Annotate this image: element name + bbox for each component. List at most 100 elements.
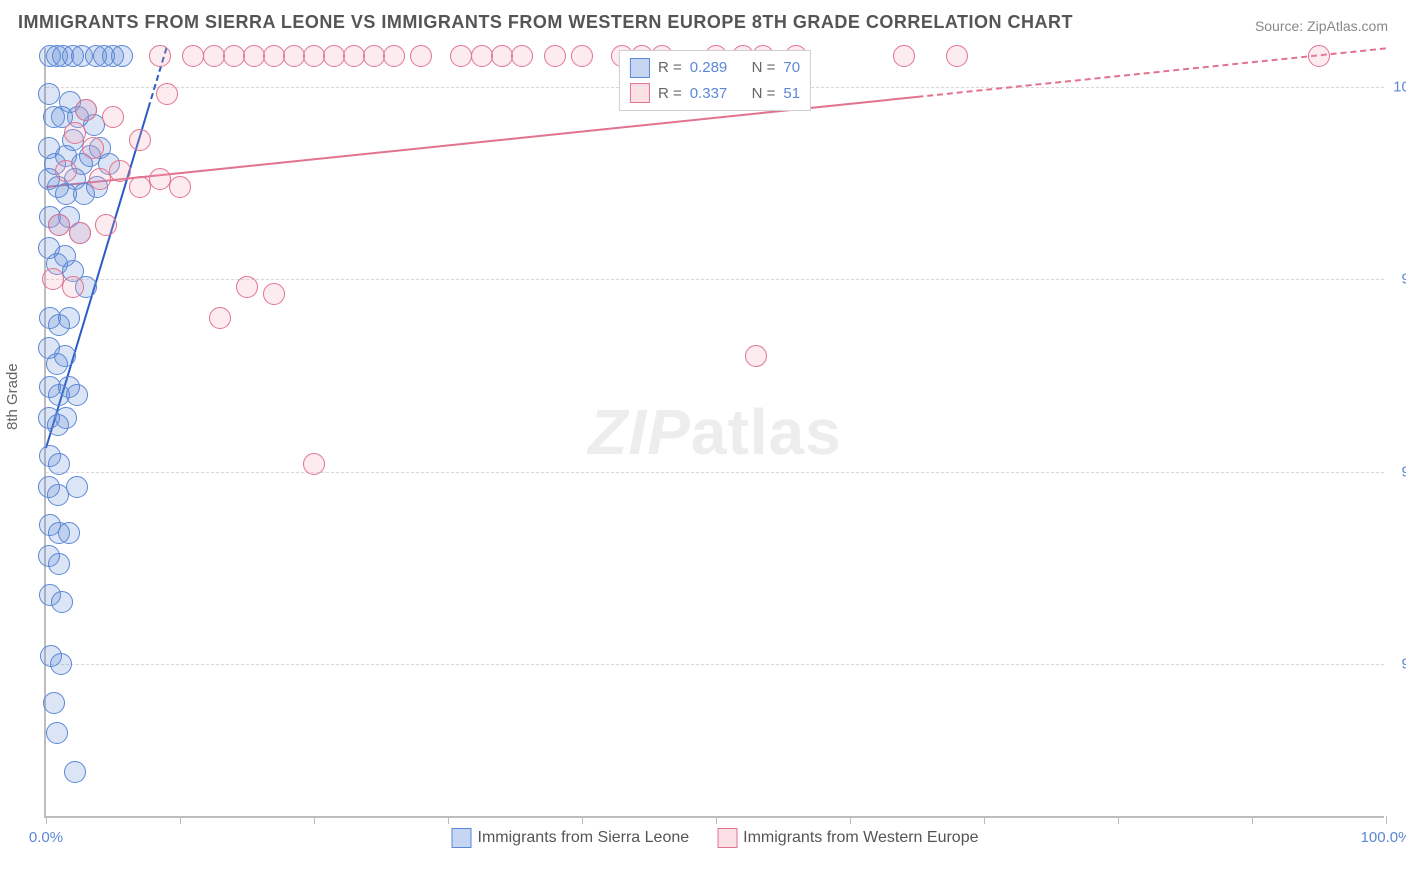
x-tick bbox=[984, 816, 985, 824]
data-point-weurope bbox=[182, 45, 204, 67]
data-point-sierra bbox=[58, 307, 80, 329]
data-point-weurope bbox=[82, 137, 104, 159]
data-point-weurope bbox=[263, 283, 285, 305]
data-point-weurope bbox=[89, 168, 111, 190]
data-point-sierra bbox=[48, 553, 70, 575]
source-attribution: Source: ZipAtlas.com bbox=[1255, 18, 1388, 34]
data-point-sierra bbox=[58, 522, 80, 544]
data-point-weurope bbox=[42, 268, 64, 290]
data-point-weurope bbox=[69, 222, 91, 244]
legend-N-value-weurope: 51 bbox=[783, 81, 800, 107]
source-link[interactable]: ZipAtlas.com bbox=[1307, 18, 1388, 34]
x-tick-label: 100.0% bbox=[1361, 829, 1406, 846]
data-point-sierra bbox=[43, 692, 65, 714]
data-point-weurope bbox=[263, 45, 285, 67]
data-point-sierra bbox=[55, 407, 77, 429]
x-tick-label: 0.0% bbox=[29, 829, 63, 846]
data-point-weurope bbox=[223, 45, 245, 67]
x-tick bbox=[448, 816, 449, 824]
data-point-weurope bbox=[303, 453, 325, 475]
x-tick bbox=[180, 816, 181, 824]
legend-R-value-sierra: 0.289 bbox=[690, 55, 728, 81]
data-point-weurope bbox=[363, 45, 385, 67]
data-point-weurope bbox=[236, 276, 258, 298]
data-point-weurope bbox=[149, 168, 171, 190]
legend-item-sierra: Immigrants from Sierra Leone bbox=[452, 828, 690, 848]
legend-N-label: N = bbox=[752, 55, 776, 81]
data-point-weurope bbox=[283, 45, 305, 67]
data-point-sierra bbox=[54, 345, 76, 367]
watermark: ZIPatlas bbox=[588, 395, 841, 469]
data-point-sierra bbox=[111, 45, 133, 67]
y-axis-label: 8th Grade bbox=[4, 363, 21, 430]
y-tick-label: 95.0% bbox=[1390, 463, 1406, 480]
legend-R-label: R = bbox=[658, 81, 682, 107]
data-point-weurope bbox=[410, 45, 432, 67]
data-point-weurope bbox=[491, 45, 513, 67]
data-point-weurope bbox=[55, 160, 77, 182]
legend-swatch-weurope bbox=[717, 828, 737, 848]
data-point-sierra bbox=[51, 591, 73, 613]
x-tick bbox=[582, 816, 583, 824]
chart-title: IMMIGRANTS FROM SIERRA LEONE VS IMMIGRAN… bbox=[18, 12, 1073, 33]
data-point-weurope bbox=[343, 45, 365, 67]
legend-N-value-sierra: 70 bbox=[783, 55, 800, 81]
legend-stats-box: R =0.289 N = 70R = 0.337 N = 51 bbox=[619, 50, 811, 111]
data-point-weurope bbox=[149, 45, 171, 67]
data-point-sierra bbox=[48, 453, 70, 475]
gridline-h bbox=[46, 664, 1384, 665]
data-point-weurope bbox=[48, 214, 70, 236]
x-tick bbox=[716, 816, 717, 824]
data-point-weurope bbox=[203, 45, 225, 67]
source-prefix: Source: bbox=[1255, 18, 1307, 34]
data-point-weurope bbox=[450, 45, 472, 67]
legend-swatch-sierra bbox=[452, 828, 472, 848]
legend-N-label: N = bbox=[752, 81, 776, 107]
data-point-sierra bbox=[38, 83, 60, 105]
data-point-sierra bbox=[46, 722, 68, 744]
legend-label-weurope: Immigrants from Western Europe bbox=[743, 829, 978, 846]
data-point-weurope bbox=[946, 45, 968, 67]
data-point-weurope bbox=[129, 129, 151, 151]
data-point-weurope bbox=[109, 160, 131, 182]
gridline-h bbox=[46, 472, 1384, 473]
x-tick bbox=[314, 816, 315, 824]
legend-bottom: Immigrants from Sierra Leone Immigrants f… bbox=[452, 828, 979, 848]
data-point-sierra bbox=[66, 384, 88, 406]
data-point-weurope bbox=[745, 345, 767, 367]
data-point-weurope bbox=[893, 45, 915, 67]
legend-stats-swatch-weurope bbox=[630, 83, 650, 103]
data-point-weurope bbox=[383, 45, 405, 67]
data-point-weurope bbox=[129, 176, 151, 198]
legend-R-value-weurope: 0.337 bbox=[690, 81, 728, 107]
data-point-weurope bbox=[303, 45, 325, 67]
data-point-weurope bbox=[75, 99, 97, 121]
data-point-weurope bbox=[1308, 45, 1330, 67]
data-point-weurope bbox=[323, 45, 345, 67]
watermark-atlas: atlas bbox=[691, 396, 842, 468]
legend-stats-row-weurope: R = 0.337 N = 51 bbox=[630, 81, 800, 107]
x-tick bbox=[46, 816, 47, 824]
data-point-weurope bbox=[544, 45, 566, 67]
data-point-sierra bbox=[50, 653, 72, 675]
data-point-sierra bbox=[66, 476, 88, 498]
watermark-zip: ZIP bbox=[588, 396, 691, 468]
data-point-sierra bbox=[64, 761, 86, 783]
legend-item-weurope: Immigrants from Western Europe bbox=[717, 828, 978, 848]
y-tick-label: 97.5% bbox=[1390, 271, 1406, 288]
x-tick bbox=[1252, 816, 1253, 824]
data-point-weurope bbox=[169, 176, 191, 198]
data-point-weurope bbox=[209, 307, 231, 329]
y-tick-label: 92.5% bbox=[1390, 656, 1406, 673]
legend-stats-swatch-sierra bbox=[630, 58, 650, 78]
data-point-weurope bbox=[95, 214, 117, 236]
chart-plot-area: ZIPatlas R =0.289 N = 70R =0.337 N = 51 … bbox=[44, 48, 1384, 818]
x-tick bbox=[1118, 816, 1119, 824]
legend-label-sierra: Immigrants from Sierra Leone bbox=[478, 829, 690, 846]
legend-stats-row-sierra: R =0.289 N = 70 bbox=[630, 55, 800, 81]
data-point-weurope bbox=[64, 122, 86, 144]
data-point-weurope bbox=[511, 45, 533, 67]
x-tick bbox=[1386, 816, 1387, 824]
data-point-weurope bbox=[243, 45, 265, 67]
data-point-weurope bbox=[62, 276, 84, 298]
